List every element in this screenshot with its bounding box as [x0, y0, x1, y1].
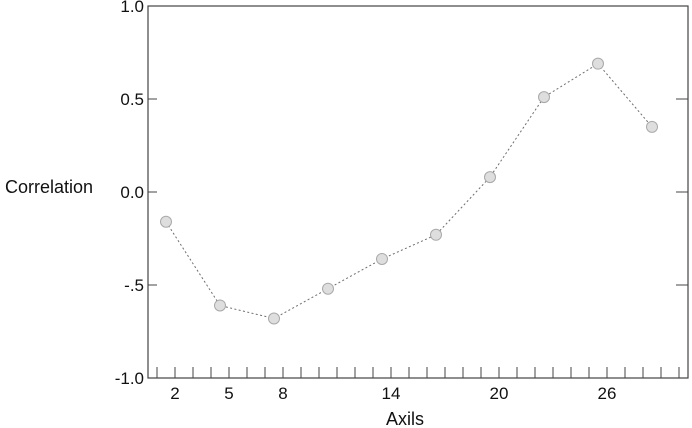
- y-tick-labels: 1.0 0.5 0.0 -.5 -1.0: [115, 0, 144, 388]
- data-point: [538, 91, 550, 104]
- data-points: [160, 57, 658, 325]
- series-line: [165, 63, 653, 320]
- y-tick-label: 0.5: [120, 90, 144, 109]
- x-axis-title: Axils: [386, 409, 424, 428]
- y-tick-label: -1.0: [115, 369, 144, 388]
- x-tick-label: 2: [170, 384, 179, 403]
- y-axis-title: Correlation: [5, 177, 93, 197]
- y-tick-label: 0.0: [120, 183, 144, 202]
- x-tick-label: 8: [278, 384, 287, 403]
- data-point: [376, 252, 388, 265]
- data-point: [214, 299, 226, 312]
- x-tick-labels: 2 5 8 14 20 26: [170, 384, 616, 403]
- x-tick-label: 26: [598, 384, 617, 403]
- y-tick-label: -.5: [124, 276, 144, 295]
- data-point: [268, 312, 280, 325]
- x-tick-label: 5: [224, 384, 233, 403]
- plot-frame: [147, 5, 689, 379]
- data-point: [322, 282, 334, 295]
- data-point: [646, 120, 658, 133]
- x-tick-label: 14: [382, 384, 401, 403]
- y-tick-label: 1.0: [120, 0, 144, 16]
- x-tick-label: 20: [490, 384, 509, 403]
- y-ticks: [148, 5, 688, 379]
- data-point: [160, 215, 172, 228]
- x-minor-ticks: [156, 367, 680, 378]
- data-point: [430, 228, 442, 241]
- data-point: [592, 57, 604, 70]
- data-point: [484, 171, 496, 184]
